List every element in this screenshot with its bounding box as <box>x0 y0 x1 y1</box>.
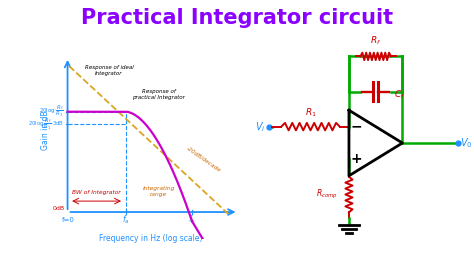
Text: $R_f$: $R_f$ <box>370 35 382 48</box>
Text: $f_a$: $f_a$ <box>122 213 129 226</box>
Text: $f_b$: $f_b$ <box>188 213 196 226</box>
Text: Frequency in Hz (log scale): Frequency in Hz (log scale) <box>99 234 202 243</box>
Text: BW of Integrator: BW of Integrator <box>72 190 121 195</box>
Text: f=0: f=0 <box>62 217 75 223</box>
Text: integrating
range: integrating range <box>143 186 175 197</box>
Text: $R_1$: $R_1$ <box>305 107 317 119</box>
Text: −: − <box>350 120 362 134</box>
Text: Gain in dB: Gain in dB <box>42 110 50 150</box>
Text: Practical Integrator circuit: Practical Integrator circuit <box>81 8 393 28</box>
Text: $R_{comp}$: $R_{comp}$ <box>316 188 338 201</box>
Text: -20dB/decade: -20dB/decade <box>185 145 222 173</box>
Text: $C_f$: $C_f$ <box>393 89 405 101</box>
Text: Response of
practical Integrator: Response of practical Integrator <box>132 89 185 100</box>
Text: $20\log\dfrac{R_f}{R_1}$: $20\log\dfrac{R_f}{R_1}$ <box>39 104 64 119</box>
Text: $20\log\dfrac{R_f}{R_1}$-3dB: $20\log\dfrac{R_f}{R_1}$-3dB <box>28 117 64 132</box>
Text: 0dB: 0dB <box>53 206 65 211</box>
Text: Response of ideal
Integrator: Response of ideal Integrator <box>85 65 133 76</box>
Text: $V_0$: $V_0$ <box>460 136 473 150</box>
Text: $V_i$: $V_i$ <box>255 120 265 134</box>
Text: +: + <box>350 152 362 167</box>
